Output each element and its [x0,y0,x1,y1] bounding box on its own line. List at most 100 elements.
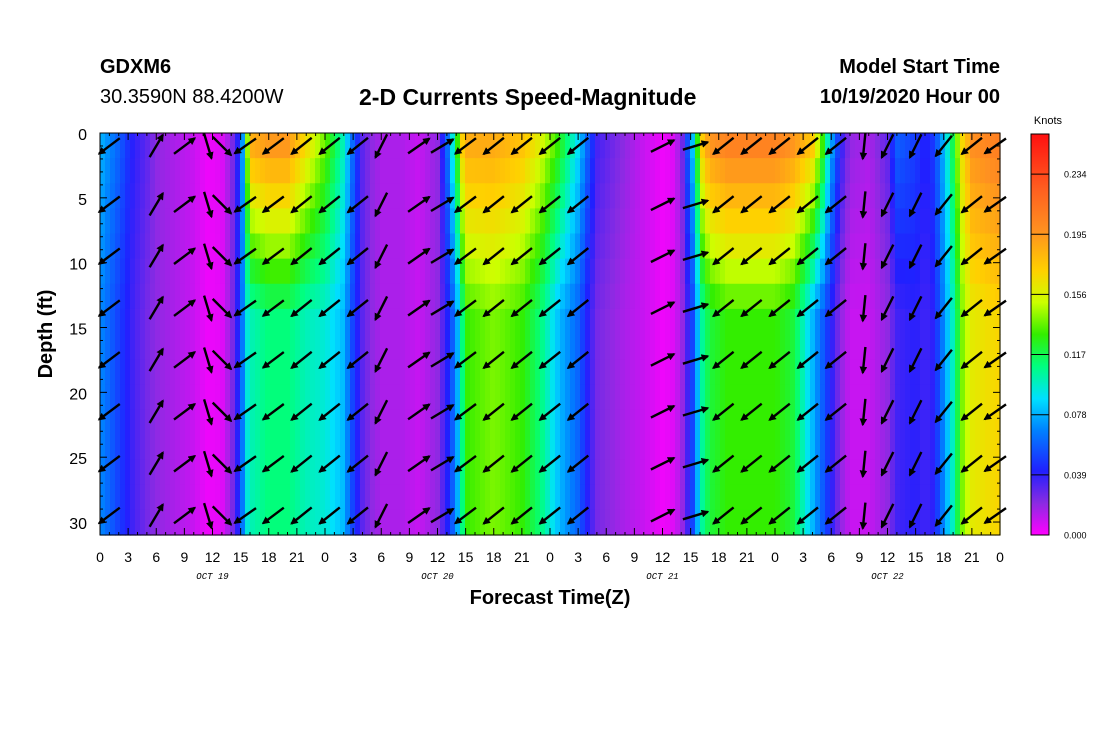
heatmap-cell [225,484,231,511]
heatmap-cell [145,158,151,184]
heatmap-cell [255,509,261,536]
heatmap-cell [780,434,786,461]
heatmap-cell [735,158,741,184]
heatmap-cell [650,334,656,360]
heatmap-cell [530,158,536,184]
heatmap-cell [225,208,231,235]
current-vector [233,507,257,524]
current-vector [453,506,477,525]
heatmap-cell [535,434,541,461]
heatmap-cell [550,459,556,486]
heatmap-cell [690,384,696,410]
heatmap-cell [840,133,846,159]
current-vector [261,351,285,369]
heatmap-cell [545,133,551,159]
heatmap-cell [370,334,376,360]
current-vector [566,247,590,266]
heatmap-cell [800,308,806,335]
heatmap-cell [695,459,701,486]
heatmap-cell [980,183,986,209]
heatmap-cell [850,434,856,461]
heatmap-cell [255,409,261,436]
heatmap-cell [455,384,461,410]
heatmap-cell [100,258,106,285]
heatmap-cell [735,434,741,461]
heatmap-cell [840,334,846,360]
heatmap-cell [665,183,671,209]
heatmap-cell [405,308,411,335]
heatmap-cell [630,334,636,360]
heatmap-cell [790,409,796,436]
heatmap-cell [865,334,871,360]
colorbar: Knots 0.2340.1950.1560.1170.0780.0390.00… [1030,115,1087,541]
heatmap-cell [365,459,371,486]
heatmap-cell [995,384,1001,410]
heatmap-cell [960,183,966,209]
heatmap-cell [895,434,901,461]
heatmap-cell [355,484,361,511]
heatmap-cell [660,409,666,436]
heatmap-cell [670,208,676,235]
heatmap-cell [205,183,211,209]
heatmap-cell [880,133,886,159]
heatmap-cell [385,233,391,260]
heatmap-cell [455,334,461,360]
heatmap-cell [385,409,391,436]
current-vector [482,298,505,318]
heatmap-cell [270,434,276,461]
heatmap-cell [410,208,416,235]
heatmap-cell [450,158,456,184]
heatmap-cell [950,183,956,209]
heatmap-cell [690,208,696,235]
heatmap-cell [160,158,166,184]
heatmap-cell [405,334,411,360]
heatmap-cell [860,208,866,235]
current-vector [908,244,923,270]
heatmap-cell [250,484,256,511]
heatmap-cell [625,359,631,385]
heatmap-cell [875,283,881,310]
heatmap-cell [905,459,911,486]
heatmap-cell [595,183,601,209]
current-vector [407,195,431,213]
heatmap-cell [325,258,331,285]
heatmap-cell [420,509,426,536]
heatmap-cell [880,258,886,285]
heatmap-cell [145,359,151,385]
heatmap-cell [915,484,921,511]
heatmap-cell [510,484,516,511]
heatmap-cell [945,484,951,511]
current-vector [482,136,505,156]
heatmap-cell [505,484,511,511]
heatmap-cell [700,509,706,536]
heatmap-cell [170,208,176,235]
heatmap-cell [130,459,136,486]
heatmap-cell [690,308,696,335]
current-vector [682,250,710,262]
heatmap-cell [445,509,451,536]
heatmap-cell [710,308,716,335]
heatmap-cell [575,334,581,360]
heatmap-cell [645,484,651,511]
heatmap-cell [600,509,606,536]
heatmap-cell [475,509,481,536]
heatmap-cell [165,359,171,385]
heatmap-cell [655,183,661,209]
heatmap-cell [155,434,161,461]
heatmap-cell [295,158,301,184]
heatmap-cell [180,308,186,335]
heatmap-cell [300,334,306,360]
heatmap-cell [520,308,526,335]
heatmap-cell [835,434,841,461]
heatmap-cell [620,233,626,260]
heatmap-cell [915,384,921,410]
heatmap-cell [650,208,656,235]
heatmap-cell [895,183,901,209]
heatmap-cell [475,409,481,436]
heatmap-cell [340,308,346,335]
heatmap-cell [910,283,916,310]
heatmap-cell [670,359,676,385]
heatmap-cell [750,434,756,461]
heatmap-cell [750,484,756,511]
